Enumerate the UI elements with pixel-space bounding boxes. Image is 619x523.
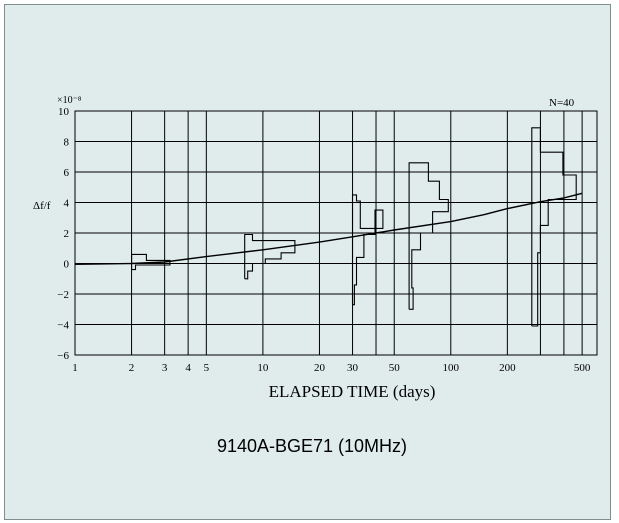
chart: 1 2 3 4 5 10 20 30 50 100 200 500 −6 −4 −2 0 2 4 6 8 10 ×10… [33, 95, 598, 456]
chart-caption: 9140A-BGE71 (10MHz) [217, 436, 407, 456]
x-tick-label: 1 [72, 362, 78, 374]
x-tick-label: 500 [574, 362, 591, 374]
y-tick-label: −2 [57, 289, 69, 301]
histogram-outline [131, 253, 171, 271]
y-tick-label: 0 [64, 259, 70, 271]
histogram-outline [408, 162, 449, 310]
histogram-outline [244, 233, 296, 280]
grid [75, 111, 597, 355]
x-tick-label: 10 [257, 362, 269, 374]
x-tick-label: 20 [314, 362, 326, 374]
y-tick-label: −6 [57, 350, 69, 362]
y-tick-label: 6 [64, 167, 70, 179]
y-axis-label: Δf/f [33, 200, 51, 212]
x-axis-label: ELAPSED TIME (days) [269, 382, 436, 401]
x-tick-label: 4 [185, 362, 191, 374]
figure-panel: 1 2 3 4 5 10 20 30 50 100 200 500 −6 −4 −2 0 2 4 6 8 10 ×10… [4, 4, 611, 520]
y-tick-label: 10 [58, 106, 70, 118]
y-tick-label: 2 [64, 228, 70, 240]
x-tick-label: 3 [162, 362, 168, 374]
x-tick-label: 50 [389, 362, 401, 374]
histogram-outline [351, 194, 384, 306]
y-tick-labels: −6 −4 −2 0 2 4 6 8 10 [57, 106, 69, 362]
x-tick-labels: 1 2 3 4 5 10 20 30 50 100 200 500 [72, 362, 591, 374]
y-tick-label: 4 [64, 198, 70, 210]
y-tick-label: −4 [57, 320, 69, 332]
y-tick-label: 8 [64, 137, 70, 149]
x-tick-label: 100 [443, 362, 460, 374]
histograms [131, 127, 577, 327]
x-tick-label: 2 [129, 362, 135, 374]
histogram-outline [531, 127, 577, 327]
sample-count: N=40 [549, 97, 575, 109]
x-tick-label: 5 [204, 362, 210, 374]
y-multiplier: ×10⁻⁸ [57, 95, 82, 106]
x-tick-label: 200 [499, 362, 516, 374]
x-tick-label: 30 [347, 362, 359, 374]
aging-curve [74, 192, 583, 265]
